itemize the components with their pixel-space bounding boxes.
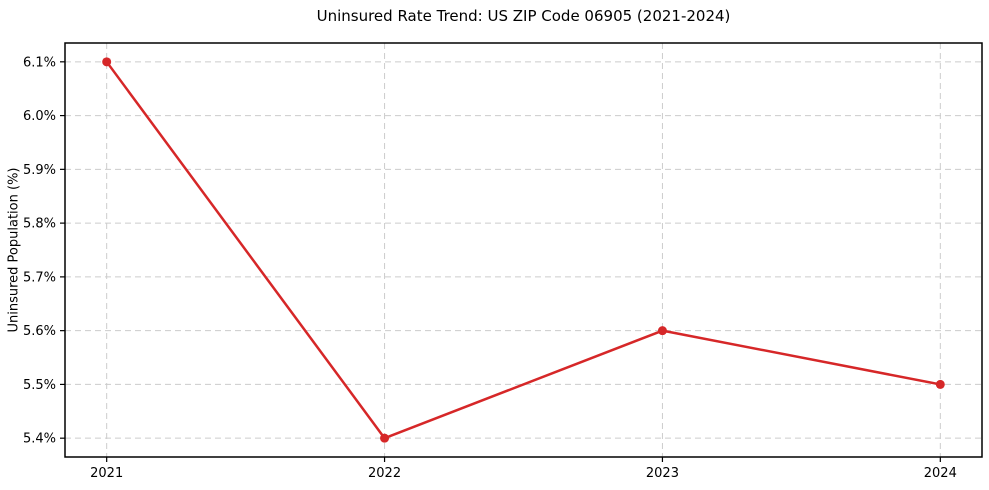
data-point bbox=[935, 379, 945, 389]
y-tick-label: 5.6% bbox=[23, 324, 56, 339]
x-tick-label: 2023 bbox=[646, 466, 679, 481]
chart-title: Uninsured Rate Trend: US ZIP Code 06905 … bbox=[316, 7, 731, 25]
x-tick-label: 2022 bbox=[368, 466, 401, 481]
y-tick-label: 5.5% bbox=[23, 378, 56, 393]
x-tick-label: 2024 bbox=[924, 466, 957, 481]
x-tick-label: 2021 bbox=[90, 466, 123, 481]
y-tick-label: 5.7% bbox=[23, 270, 56, 285]
data-point bbox=[380, 433, 390, 443]
y-tick-label: 5.8% bbox=[23, 217, 56, 232]
y-tick-label: 6.0% bbox=[23, 109, 56, 124]
plot-border bbox=[64, 42, 983, 458]
data-point bbox=[102, 57, 112, 67]
y-tick-label: 6.1% bbox=[23, 55, 56, 70]
y-tick-label: 5.4% bbox=[23, 432, 56, 447]
trend-line bbox=[105, 60, 942, 440]
y-tick-label: 5.9% bbox=[23, 163, 56, 178]
data-point bbox=[657, 326, 667, 336]
